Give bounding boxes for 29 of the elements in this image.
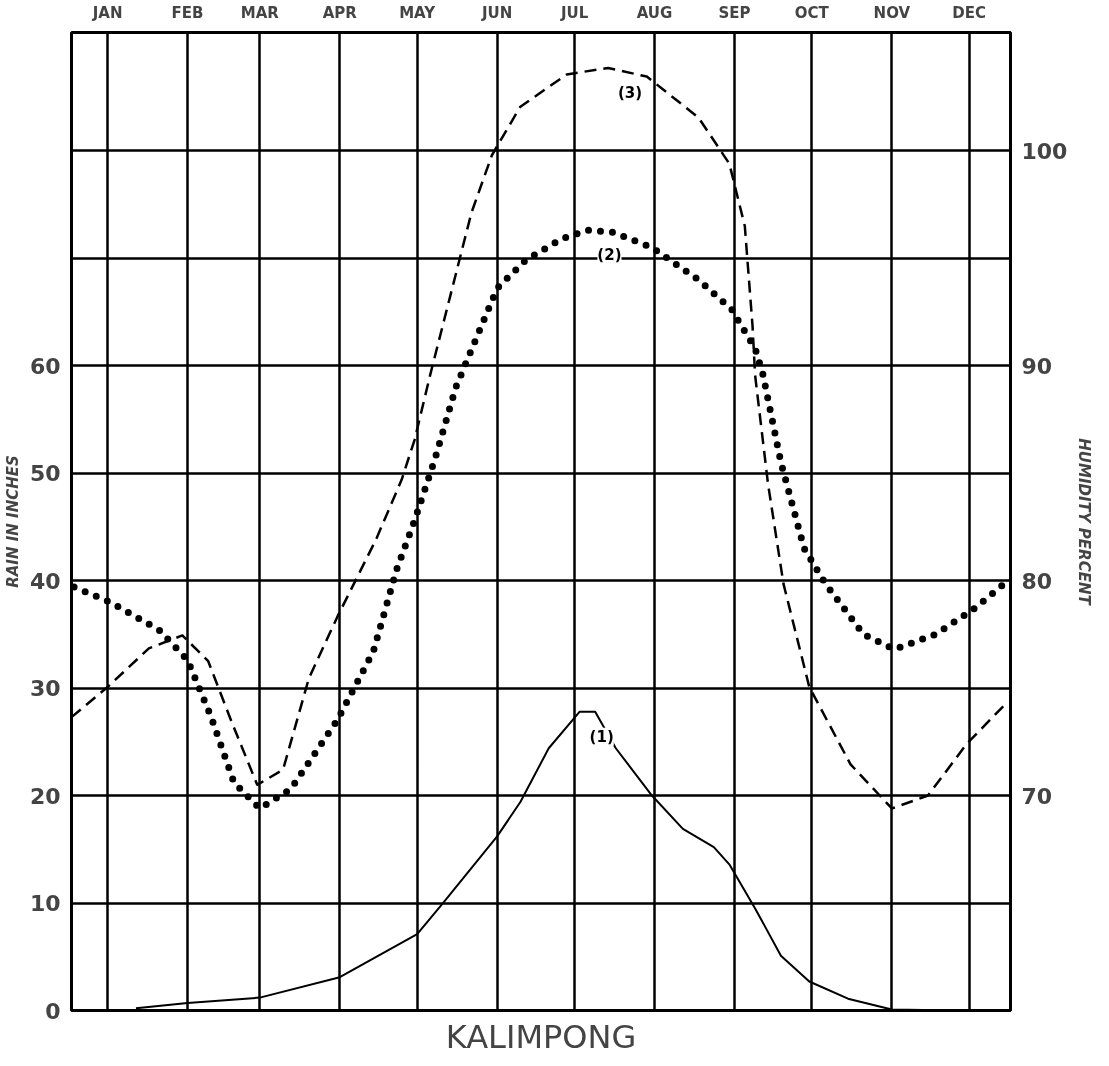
y-axis-title: RAIN IN INCHES bbox=[3, 455, 22, 588]
series-label: (2) bbox=[597, 246, 622, 265]
y2-tick-label: 80 bbox=[1021, 568, 1053, 594]
x-tick-label: DEC bbox=[952, 3, 987, 22]
y2-tick-label: 90 bbox=[1021, 353, 1053, 379]
y-tick-label: 20 bbox=[29, 783, 61, 809]
x-tick-label: APR bbox=[322, 3, 358, 22]
x-tick-label: NOV bbox=[873, 3, 911, 22]
x-tick-label: MAR bbox=[240, 3, 280, 22]
x-tick-label: SEP bbox=[718, 3, 751, 22]
y-tick-label: 60 bbox=[29, 353, 61, 379]
text: KALIMPONG bbox=[445, 1017, 637, 1056]
series-label: (3) bbox=[618, 83, 643, 102]
y2-axis-title: HUMIDITY PERCENT bbox=[1075, 438, 1094, 607]
x-tick-label: AUG bbox=[636, 3, 673, 22]
y-tick-label: 50 bbox=[29, 461, 61, 487]
y-tick-label: 10 bbox=[29, 891, 61, 917]
x-tick-label: JUL bbox=[559, 3, 589, 22]
y-tick-label: 40 bbox=[29, 568, 61, 594]
series-label: (1) bbox=[589, 727, 614, 746]
y-tick-label: 0 bbox=[45, 998, 61, 1024]
x-tick-label: JUN bbox=[480, 3, 513, 22]
y-tick-label: 30 bbox=[29, 676, 61, 702]
x-tick-label: MAY bbox=[399, 3, 437, 22]
y2-tick-label: 100 bbox=[1021, 138, 1068, 164]
x-tick-label: OCT bbox=[794, 3, 830, 22]
x-tick-label: JAN bbox=[91, 3, 123, 22]
y2-tick-label: 70 bbox=[1021, 783, 1053, 809]
x-tick-label: FEB bbox=[171, 3, 204, 22]
